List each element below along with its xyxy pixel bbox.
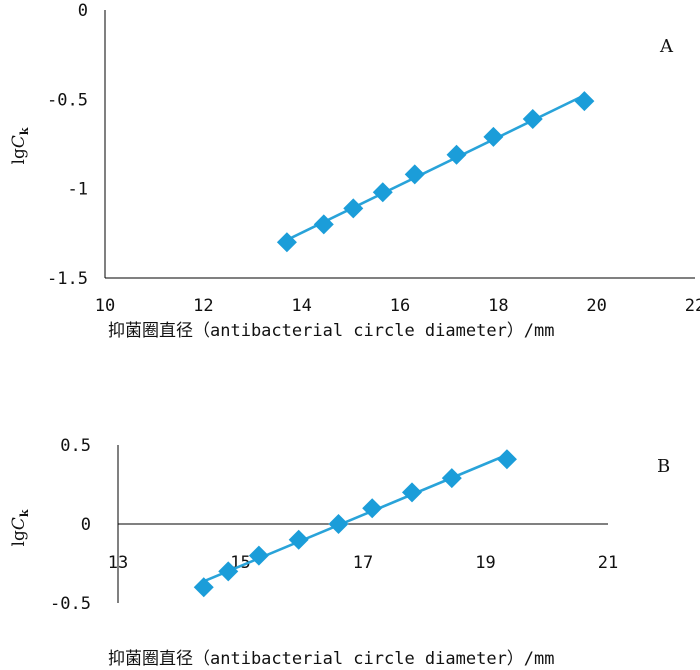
data-point-diamond: [404, 164, 425, 185]
x-tick-label: 17: [353, 553, 373, 573]
x-axis-title-a: 抑菌圈直径（antibacterial circle diameter）/mm: [108, 321, 555, 341]
chart-panel-b: B 0.50-0.5 13 15 17 19 21 lgCk 抑菌圈直径（antibac…: [9, 436, 670, 669]
data-point-diamond: [522, 108, 543, 129]
panel-label-a: A: [659, 36, 674, 57]
x-tick-label: 12: [193, 296, 213, 316]
y-axis-title-sub-a: k: [18, 127, 31, 135]
chart-panel-a: A 0 -0.5 -1 -1.5 10 12 14 16 18 20 22 lgCk 抑菌圈直径（…: [9, 1, 700, 341]
data-point-diamond: [276, 232, 297, 253]
data-points-b: [193, 449, 517, 598]
x-tick-labels-a: 10 12 14 16 18 20 22: [95, 296, 700, 316]
x-tick-label: 10: [95, 296, 115, 316]
data-point-diamond: [483, 126, 504, 147]
x-tick-label: 19: [475, 553, 495, 573]
y-tick-label: 0: [78, 1, 88, 21]
x-tick-label: 21: [598, 553, 618, 573]
data-point-diamond: [288, 529, 309, 550]
y-tick-label: -1: [68, 180, 88, 200]
data-points-a: [276, 91, 595, 253]
x-tick-label: 16: [390, 296, 410, 316]
y-tick-labels-a: 0 -0.5 -1 -1.5: [47, 1, 88, 289]
data-point-diamond: [193, 577, 214, 598]
y-tick-labels-b: 0.5 0 -0.5: [50, 436, 91, 614]
y-axis-title-sub-b: k: [18, 509, 31, 517]
x-tick-labels-b: 13 15 17 19 21: [108, 553, 618, 573]
data-point-diamond: [328, 514, 349, 534]
data-point-diamond: [441, 468, 462, 489]
y-axis-title-a: lgCk: [9, 127, 31, 164]
y-axis-title-b: lgCk: [9, 509, 31, 546]
data-point-diamond: [496, 449, 517, 470]
y-tick-label: -1.5: [47, 269, 88, 289]
data-point-diamond: [446, 144, 467, 165]
x-axis-title-b: 抑菌圈直径（antibacterial circle diameter）/mm: [108, 649, 555, 669]
y-axis-title-italic-a: C: [9, 135, 29, 148]
y-tick-label: -0.5: [47, 90, 88, 110]
y-tick-label: 0: [81, 515, 91, 535]
y-tick-label: 0.5: [60, 436, 91, 456]
y-axis-title-italic-b: C: [9, 517, 29, 530]
data-point-diamond: [402, 482, 422, 503]
y-axis-title-main-b: lg: [9, 530, 29, 546]
data-point-diamond: [362, 498, 383, 519]
y-axis-title-main-a: lg: [9, 148, 29, 164]
panel-label-b: B: [657, 456, 670, 477]
y-tick-label: -0.5: [50, 594, 91, 614]
x-tick-label: 14: [291, 296, 311, 316]
x-tick-label: 20: [586, 296, 606, 316]
data-point-diamond: [574, 91, 595, 112]
data-point-diamond: [372, 182, 393, 203]
data-point-diamond: [248, 545, 269, 566]
data-point-diamond: [343, 198, 364, 219]
data-point-diamond: [313, 214, 334, 235]
x-tick-label: 18: [488, 296, 508, 316]
x-tick-label: 22: [685, 296, 700, 316]
data-point-diamond: [218, 561, 239, 582]
